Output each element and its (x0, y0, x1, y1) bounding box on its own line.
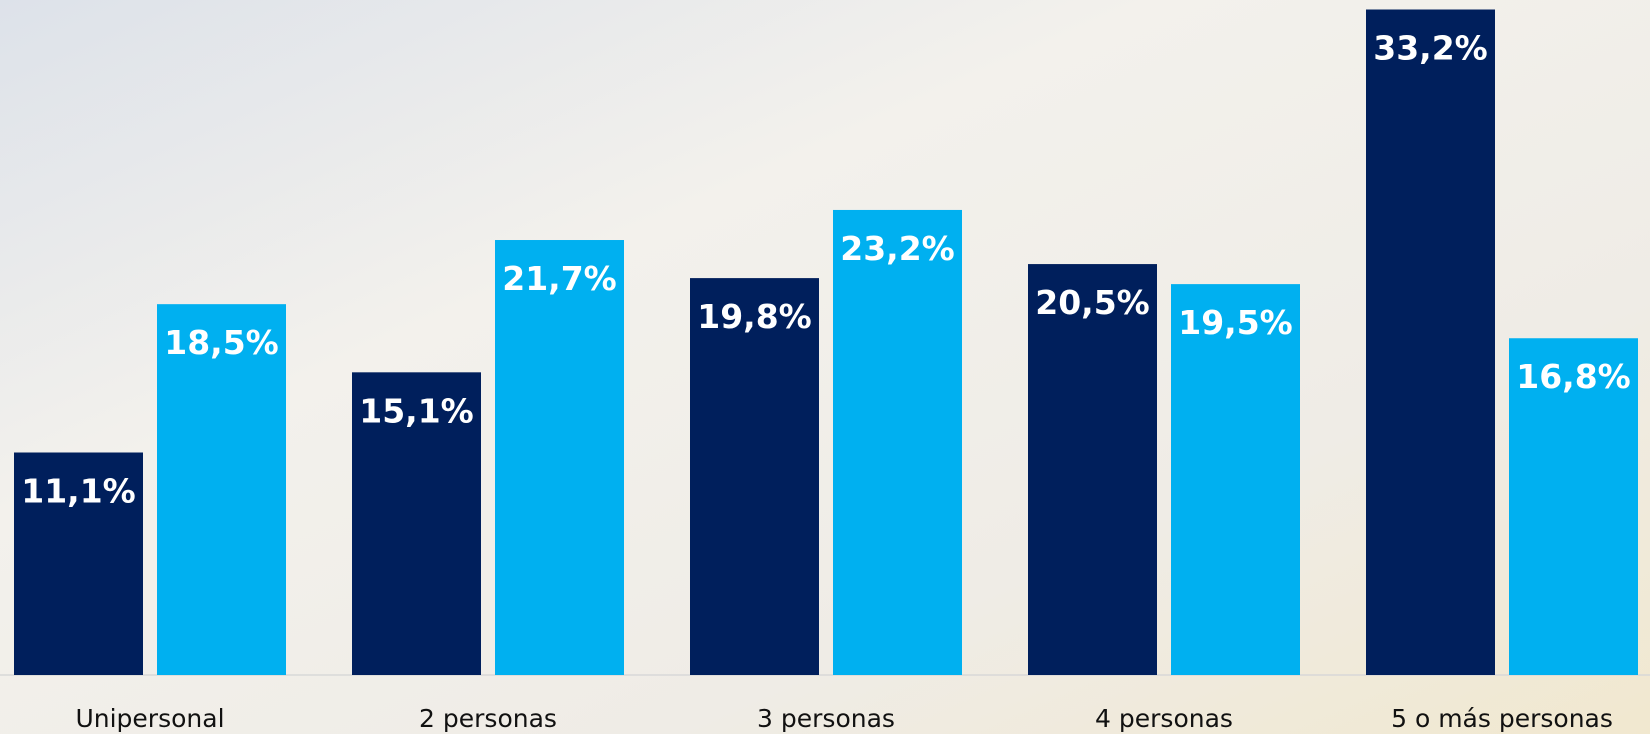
bar (1366, 9, 1495, 675)
value-label: 18,5% (164, 323, 279, 362)
bar (1509, 338, 1638, 675)
x-tick-label: 5 o más personas (1391, 704, 1613, 733)
bar (157, 304, 286, 675)
value-label: 11,1% (21, 471, 136, 510)
value-label: 19,5% (1178, 303, 1293, 342)
value-label: 15,1% (359, 391, 474, 430)
value-label: 16,8% (1516, 357, 1631, 396)
value-label: 23,2% (840, 229, 955, 268)
bar (833, 209, 962, 675)
bar (495, 240, 624, 675)
x-tick-label: Unipersonal (75, 704, 224, 733)
x-tick-label: 3 personas (757, 704, 895, 733)
bar (1028, 264, 1157, 675)
x-tick-label: 2 personas (419, 704, 557, 733)
value-label: 21,7% (502, 259, 617, 298)
value-label: 33,2% (1373, 29, 1488, 68)
bar (14, 452, 143, 675)
bar (690, 278, 819, 675)
bar (1171, 284, 1300, 675)
value-label: 20,5% (1035, 283, 1150, 322)
bar (352, 372, 481, 675)
x-tick-label: 4 personas (1095, 704, 1233, 733)
value-label: 19,8% (697, 297, 812, 336)
